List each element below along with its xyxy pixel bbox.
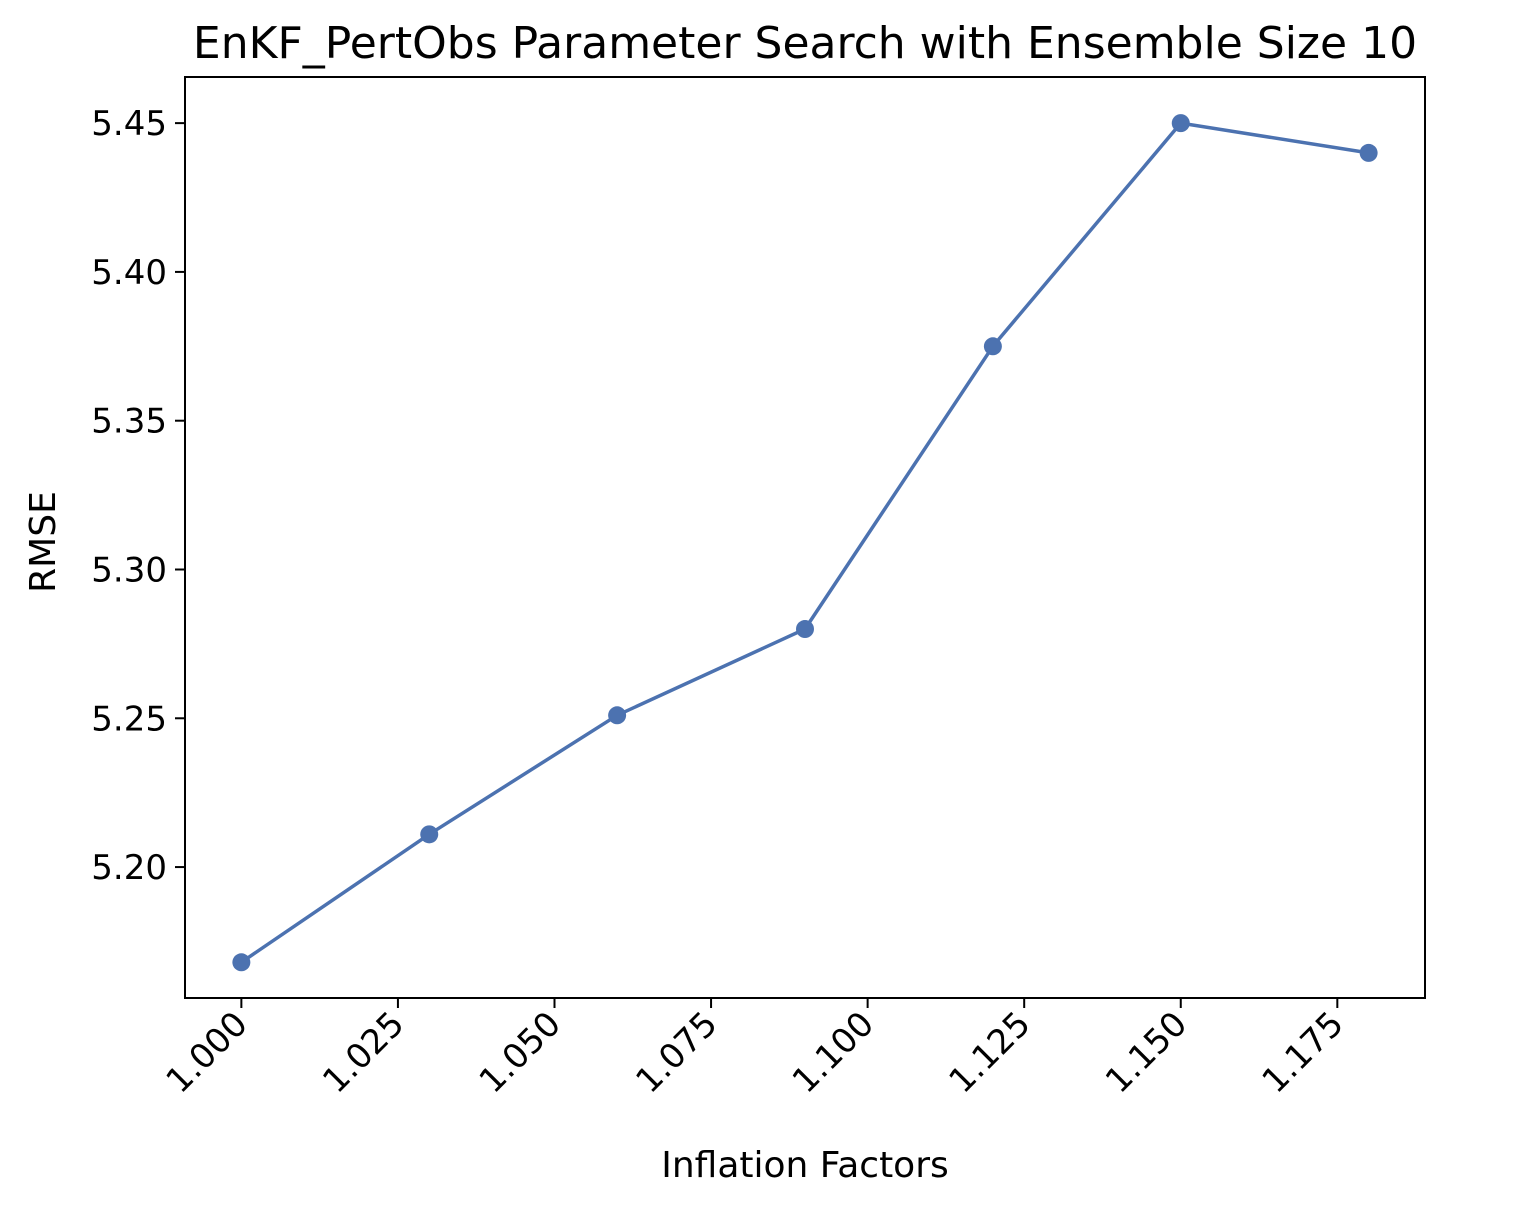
x-tick-label: 1.175 [1255, 1004, 1352, 1101]
y-axis-label: RMSE [23, 491, 64, 593]
chart-title: EnKF_PertObs Parameter Search with Ensem… [193, 18, 1417, 69]
x-tick-label: 1.075 [628, 1004, 725, 1101]
y-tick-label: 5.30 [91, 550, 167, 590]
data-point [1359, 143, 1378, 162]
x-tick-label: 1.125 [941, 1004, 1038, 1101]
y-tick-label: 5.35 [91, 402, 167, 442]
data-point [983, 337, 1002, 356]
x-tick-label: 1.025 [315, 1004, 412, 1101]
plot-area: 1.000 1.025 1.050 1.075 1.100 1.125 1.150 1.175… [91, 76, 1426, 1101]
data-point [420, 825, 439, 844]
x-tick-label: 1.100 [785, 1004, 882, 1101]
x-axis-label: Inflation Factors [661, 1145, 949, 1186]
data-point [232, 953, 251, 972]
data-point [1171, 114, 1190, 133]
y-tick-label: 5.40 [91, 253, 167, 293]
x-tick-label: 1.000 [159, 1004, 256, 1101]
y-tick-label: 5.20 [91, 848, 167, 888]
y-tick-label: 5.25 [91, 699, 167, 739]
series-line [239, 121, 1371, 965]
y-tick-label: 5.45 [91, 104, 167, 144]
x-tick-label: 1.050 [472, 1004, 569, 1101]
data-point [608, 706, 627, 725]
x-tick-label: 1.150 [1098, 1004, 1195, 1101]
axes-frame [184, 76, 1426, 999]
data-point [796, 620, 814, 639]
